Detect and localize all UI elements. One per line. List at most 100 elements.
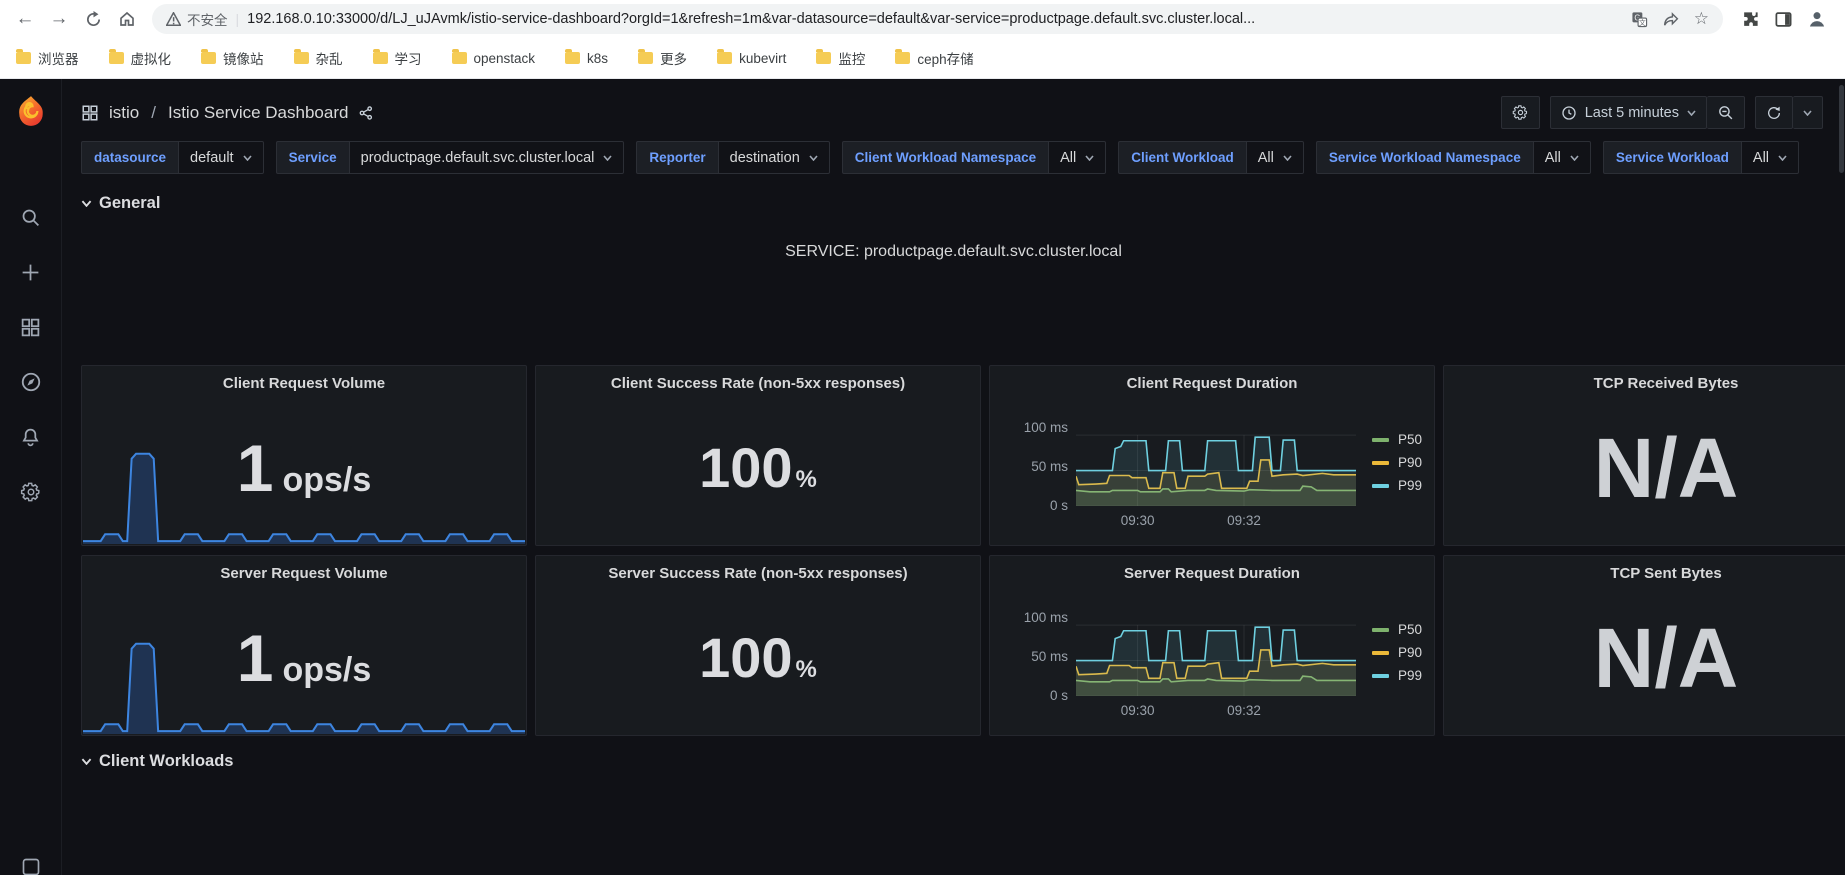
breadcrumb: istio / Istio Service Dashboard bbox=[81, 103, 374, 123]
bookmark-item[interactable]: ceph存储 bbox=[895, 48, 974, 68]
legend-item[interactable]: P50 bbox=[1371, 432, 1422, 447]
security-status[interactable]: 不安全 bbox=[166, 9, 228, 29]
panel-title[interactable]: Server Request Volume bbox=[220, 565, 388, 582]
grafana-logo[interactable] bbox=[9, 89, 53, 133]
variable-service-workload-namespace: Service Workload Namespace All bbox=[1315, 141, 1591, 174]
legend-item[interactable]: P90 bbox=[1371, 645, 1422, 660]
bookmark-item[interactable]: 虚拟化 bbox=[108, 48, 171, 68]
variable-value-dropdown[interactable]: default bbox=[178, 141, 264, 174]
side-panel-icon[interactable] bbox=[1774, 10, 1793, 29]
section-general[interactable]: General bbox=[62, 194, 1845, 213]
panel-title[interactable]: Client Request Volume bbox=[222, 375, 386, 392]
address-bar[interactable]: 不安全 | 192.168.0.10:33000/d/LJ_uJAvmk/ist… bbox=[152, 4, 1723, 34]
share-dashboard-icon[interactable] bbox=[358, 105, 374, 121]
create-plus-icon[interactable] bbox=[9, 250, 53, 294]
profile-avatar-icon[interactable] bbox=[1807, 9, 1827, 29]
warning-icon bbox=[166, 12, 181, 26]
clock-icon bbox=[1562, 105, 1576, 120]
legend-swatch bbox=[1371, 650, 1389, 655]
back-icon[interactable]: ← bbox=[15, 8, 35, 29]
scrollbar[interactable] bbox=[1838, 79, 1845, 875]
variable-label: Service Workload Namespace bbox=[1315, 141, 1533, 174]
svg-text:文: 文 bbox=[1639, 18, 1646, 27]
variable-label: Service Workload bbox=[1602, 141, 1741, 174]
scrollbar-thumb[interactable] bbox=[1839, 85, 1844, 173]
breadcrumb-folder[interactable]: istio bbox=[109, 102, 140, 122]
panel-server-request-volume[interactable]: Server Request Volume 1 ops/s bbox=[81, 555, 527, 736]
bookmark-item[interactable]: 更多 bbox=[638, 48, 687, 68]
variable-value-dropdown[interactable]: destination bbox=[717, 141, 830, 174]
panel-title[interactable]: Client Request Duration bbox=[1126, 375, 1298, 392]
timeseries-plot[interactable]: 09:30 09:32 bbox=[1076, 428, 1356, 528]
bookmark-item[interactable]: 杂乱 bbox=[293, 48, 343, 68]
legend-item[interactable]: P99 bbox=[1371, 668, 1422, 683]
bookmark-item[interactable]: 监控 bbox=[816, 48, 865, 68]
dashboard-main: istio / Istio Service Dashboard Last 5 m… bbox=[62, 79, 1845, 875]
panel-title[interactable]: TCP Sent Bytes bbox=[1610, 565, 1722, 582]
dashboards-grid-icon[interactable] bbox=[9, 305, 53, 349]
dashboard-settings-button[interactable] bbox=[1500, 96, 1540, 129]
variable-value-dropdown[interactable]: All bbox=[1245, 141, 1304, 174]
translate-icon[interactable]: G文 bbox=[1631, 11, 1648, 28]
refresh-interval-dropdown[interactable] bbox=[1793, 96, 1823, 129]
panel-title[interactable]: TCP Received Bytes bbox=[1593, 375, 1739, 392]
forward-icon[interactable]: → bbox=[49, 8, 69, 29]
refresh-button[interactable] bbox=[1755, 96, 1793, 129]
url-text[interactable]: 192.168.0.10:33000/d/LJ_uJAvmk/istio-ser… bbox=[247, 11, 1256, 27]
panel-title[interactable]: Client Success Rate (non-5xx responses) bbox=[610, 375, 906, 392]
folder-icon bbox=[565, 49, 581, 64]
bookmark-item[interactable]: k8s bbox=[565, 49, 608, 66]
variable-value-dropdown[interactable]: All bbox=[1048, 141, 1107, 174]
legend-swatch bbox=[1371, 673, 1389, 678]
legend-item[interactable]: P90 bbox=[1371, 455, 1422, 470]
reload-icon[interactable] bbox=[78, 4, 108, 34]
dashboard-title[interactable]: Istio Service Dashboard bbox=[167, 102, 349, 122]
share-icon[interactable] bbox=[1662, 11, 1680, 28]
panel-title[interactable]: Server Request Duration bbox=[1124, 565, 1300, 582]
explore-compass-icon[interactable] bbox=[9, 360, 53, 404]
gear-icon bbox=[1512, 105, 1527, 120]
bookmark-item[interactable]: 浏览器 bbox=[16, 48, 79, 68]
timeseries-plot[interactable]: 09:30 09:32 bbox=[1076, 618, 1356, 718]
configuration-gear-icon[interactable] bbox=[9, 470, 53, 514]
legend-item[interactable]: P99 bbox=[1371, 478, 1422, 493]
chevron-down-icon bbox=[603, 154, 612, 161]
sparkline bbox=[83, 637, 525, 734]
chevron-down-icon bbox=[1085, 154, 1094, 161]
bookmark-item[interactable]: 学习 bbox=[372, 48, 422, 68]
variable-value-dropdown[interactable]: productpage.default.svc.cluster.local bbox=[348, 141, 625, 174]
bookmark-item[interactable]: 镜像站 bbox=[201, 48, 264, 68]
time-range-picker[interactable]: Last 5 minutes bbox=[1549, 96, 1707, 129]
legend-item[interactable]: P50 bbox=[1371, 622, 1422, 637]
panel-client-request-volume[interactable]: Client Request Volume 1 ops/s bbox=[81, 365, 527, 546]
extensions-puzzle-icon[interactable] bbox=[1741, 10, 1760, 29]
bookmark-star-icon[interactable]: ☆ bbox=[1693, 9, 1709, 28]
panel-tcp-sent-bytes[interactable]: TCP Sent Bytes N/A bbox=[1443, 555, 1845, 736]
panel-server-request-duration[interactable]: Server Request Duration 100 ms 50 ms 0 s… bbox=[989, 555, 1435, 736]
search-icon[interactable] bbox=[9, 195, 53, 239]
variable-value-dropdown[interactable]: All bbox=[1532, 141, 1591, 174]
legend-swatch bbox=[1371, 437, 1389, 442]
variable-value-dropdown[interactable]: All bbox=[1740, 141, 1800, 174]
legend-swatch bbox=[1371, 460, 1389, 465]
panel-tcp-received-bytes[interactable]: TCP Received Bytes N/A bbox=[1443, 365, 1845, 546]
grafana-sidebar bbox=[0, 79, 62, 875]
panel-client-success-rate[interactable]: Client Success Rate (non-5xx responses) … bbox=[535, 365, 981, 546]
panel-server-success-rate[interactable]: Server Success Rate (non-5xx responses) … bbox=[535, 555, 981, 736]
help-icon[interactable] bbox=[9, 845, 53, 875]
y-axis-tick: 0 s bbox=[1049, 498, 1068, 513]
zoom-out-button[interactable] bbox=[1707, 96, 1745, 129]
alerting-bell-icon[interactable] bbox=[9, 415, 53, 459]
browser-chrome: ← → 不安全 | 192.168.0.10:33000/d/LJ_uJAvmk… bbox=[0, 0, 1845, 79]
bookmark-item[interactable]: openstack bbox=[451, 49, 535, 66]
home-icon[interactable] bbox=[112, 4, 142, 34]
chevron-down-icon bbox=[1283, 154, 1292, 161]
chevron-down-icon bbox=[1687, 109, 1696, 116]
panel-title[interactable]: Server Success Rate (non-5xx responses) bbox=[608, 565, 908, 582]
grafana-app: istio / Istio Service Dashboard Last 5 m… bbox=[0, 79, 1845, 875]
bookmark-item[interactable]: kubevirt bbox=[717, 49, 786, 66]
panel-client-request-duration[interactable]: Client Request Duration 100 ms 50 ms 0 s… bbox=[989, 365, 1435, 546]
section-client-workloads[interactable]: Client Workloads bbox=[62, 752, 1845, 771]
variable-label: Service bbox=[275, 141, 349, 174]
folder-icon bbox=[638, 49, 654, 64]
